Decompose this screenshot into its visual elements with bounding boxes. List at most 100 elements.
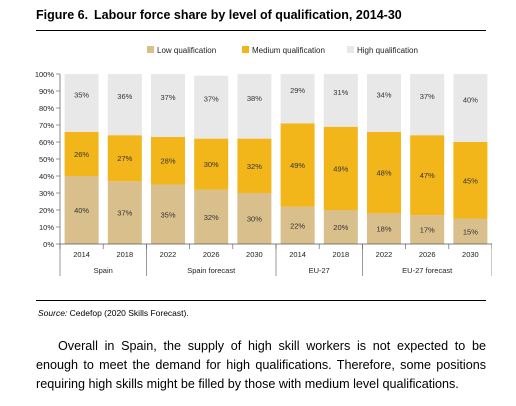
bar-segment bbox=[367, 131, 401, 214]
y-tick-label: 40% bbox=[39, 172, 54, 181]
bar-segment bbox=[323, 210, 358, 244]
body-paragraph: Overall in Spain, the supply of high ski… bbox=[36, 339, 486, 391]
x-tick-label: 2014 bbox=[289, 250, 306, 259]
bar-segment bbox=[151, 136, 185, 185]
data-label: 36% bbox=[117, 92, 132, 101]
x-tick-label: 2018 bbox=[116, 250, 133, 259]
bar-segment bbox=[107, 135, 142, 182]
group-label: EU-27 forecast bbox=[402, 266, 453, 275]
group-label: EU-27 bbox=[309, 266, 330, 275]
x-tick-label: 2022 bbox=[160, 250, 177, 259]
legend-label: Medium qualification bbox=[252, 46, 325, 55]
bottom-rule bbox=[36, 300, 486, 301]
bar-segment bbox=[64, 176, 99, 244]
legend-swatch bbox=[242, 46, 249, 53]
group-label: Spain forecast bbox=[187, 266, 236, 275]
bar-segment bbox=[280, 74, 315, 124]
bar-segment bbox=[410, 135, 445, 216]
y-tick-label: 30% bbox=[39, 189, 54, 198]
y-tick-label: 50% bbox=[39, 155, 54, 164]
data-label: 49% bbox=[290, 161, 305, 170]
data-label: 47% bbox=[420, 171, 435, 180]
bar-segment bbox=[107, 181, 142, 244]
bar-segment bbox=[323, 74, 358, 127]
x-tick-label: 2026 bbox=[203, 250, 220, 259]
legend-swatch bbox=[347, 46, 354, 53]
bar-segment bbox=[194, 75, 229, 139]
source-label: Source: bbox=[38, 308, 68, 318]
data-label: 37% bbox=[117, 209, 132, 218]
data-label: 27% bbox=[117, 154, 132, 163]
top-rule bbox=[36, 30, 486, 31]
bar-segment bbox=[237, 193, 272, 244]
y-tick-label: 100% bbox=[35, 70, 55, 79]
figure-number: Figure 6. bbox=[36, 8, 89, 22]
data-label: 22% bbox=[290, 221, 305, 230]
data-label: 38% bbox=[247, 94, 262, 103]
data-label: 35% bbox=[74, 90, 89, 99]
bar-segment bbox=[64, 131, 99, 176]
x-tick-label: 2014 bbox=[73, 250, 90, 259]
data-label: 40% bbox=[463, 96, 478, 105]
x-tick-label: 2026 bbox=[419, 250, 436, 259]
bar-segment bbox=[151, 184, 185, 244]
y-tick-label: 70% bbox=[39, 121, 54, 130]
y-tick-label: 20% bbox=[39, 206, 54, 215]
data-label: 30% bbox=[204, 160, 219, 169]
bar-segment bbox=[323, 126, 358, 210]
bar-segment bbox=[280, 123, 315, 207]
bar-segment bbox=[280, 206, 315, 244]
data-label: 20% bbox=[333, 223, 348, 232]
y-tick-label: 90% bbox=[39, 87, 54, 96]
bar-segment bbox=[237, 74, 272, 139]
data-label: 37% bbox=[160, 93, 175, 102]
group-label: Spain bbox=[94, 266, 113, 275]
data-label: 49% bbox=[333, 164, 348, 173]
source-text: Cedefop (2020 Skills Forecast). bbox=[67, 308, 189, 318]
legend-label: High qualification bbox=[357, 46, 418, 55]
data-label: 34% bbox=[376, 90, 391, 99]
data-label: 17% bbox=[420, 226, 435, 235]
bar-segment bbox=[64, 74, 99, 132]
y-tick-label: 80% bbox=[39, 104, 54, 113]
legend-label: Low qualification bbox=[157, 46, 216, 55]
y-tick-label: 60% bbox=[39, 138, 54, 147]
bar-segment bbox=[453, 74, 488, 142]
data-label: 31% bbox=[333, 88, 348, 97]
stacked-bar-chart: Low qualification Medium qualification Hig… bbox=[35, 46, 492, 276]
x-tick-label: 2030 bbox=[462, 250, 479, 259]
bar-segment bbox=[194, 189, 229, 244]
y-tick-label: 10% bbox=[39, 223, 54, 232]
x-tick-label: 2022 bbox=[376, 250, 393, 259]
data-label: 48% bbox=[376, 169, 391, 178]
data-label: 32% bbox=[247, 162, 262, 171]
data-label: 35% bbox=[160, 210, 175, 219]
figure-title-text: Labour force share by level of qualifica… bbox=[94, 8, 402, 22]
data-label: 40% bbox=[74, 206, 89, 215]
legend-swatch bbox=[147, 46, 154, 53]
bar-segment bbox=[410, 215, 445, 244]
y-tick-label: 0% bbox=[43, 240, 54, 249]
data-label: 37% bbox=[204, 95, 219, 104]
bar-segment bbox=[453, 218, 488, 244]
x-tick-label: 2030 bbox=[246, 250, 263, 259]
data-label: 32% bbox=[204, 213, 219, 222]
bar-segment bbox=[107, 74, 142, 136]
bar-segment bbox=[194, 138, 229, 190]
bar-segment bbox=[237, 138, 272, 193]
data-label: 29% bbox=[290, 86, 305, 95]
data-label: 15% bbox=[463, 227, 478, 236]
figure-title: Figure 6. Labour force share by level of … bbox=[36, 8, 402, 22]
x-tick-label: 2018 bbox=[332, 250, 349, 259]
data-label: 28% bbox=[160, 157, 175, 166]
data-label: 45% bbox=[463, 176, 478, 185]
bar-segment bbox=[453, 142, 488, 219]
source-note: Source: Cedefop (2020 Skills Forecast). bbox=[38, 308, 189, 318]
bar-segment bbox=[367, 213, 401, 244]
data-label: 18% bbox=[376, 225, 391, 234]
data-label: 37% bbox=[420, 92, 435, 101]
bar-segment bbox=[410, 74, 445, 136]
bar-segment bbox=[367, 74, 401, 132]
bar-segment bbox=[151, 74, 185, 137]
data-label: 26% bbox=[74, 150, 89, 159]
